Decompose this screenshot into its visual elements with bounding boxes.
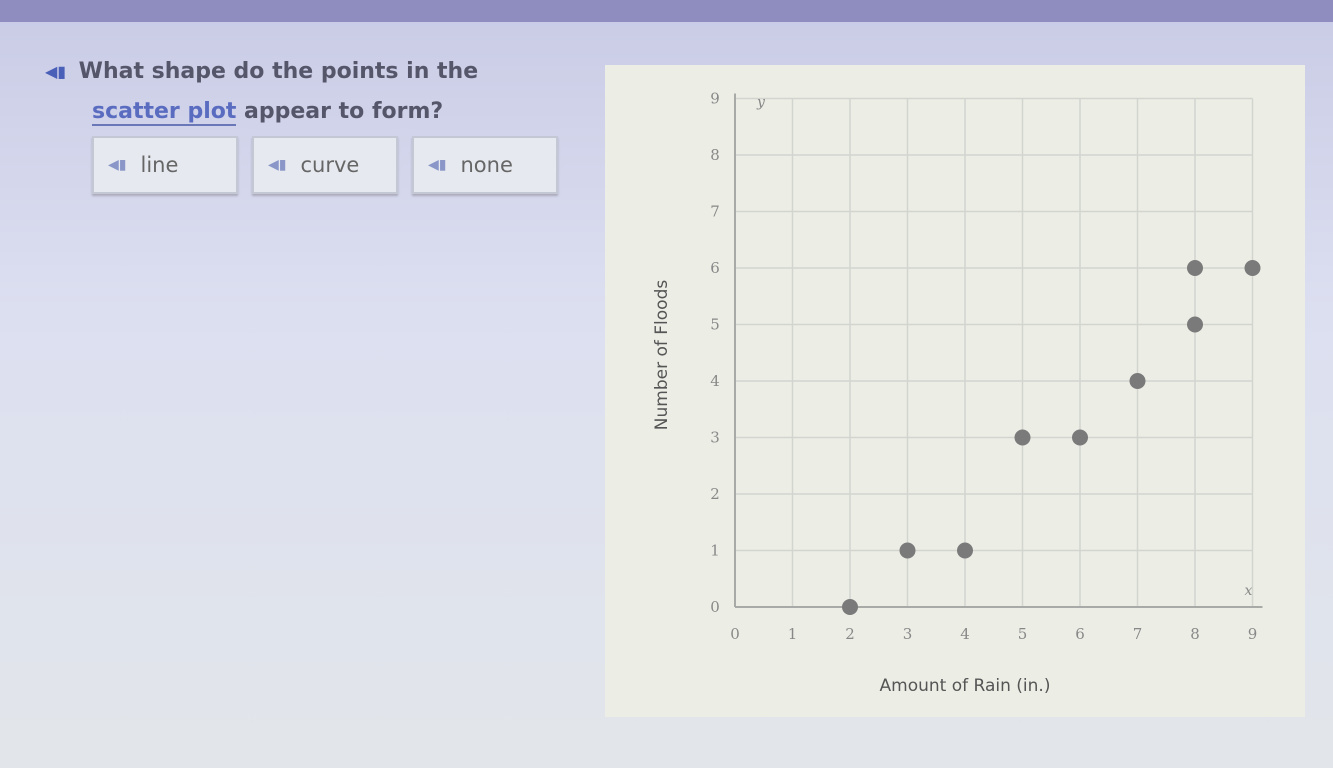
speaker-icon[interactable]: ◀▮	[108, 157, 127, 173]
x-tick-label: 6	[1075, 625, 1085, 643]
data-point	[1014, 429, 1031, 446]
scatter-plot: 0 1 2 3 4 5 6 7 8 9 0 1 2 3 4 5 6 7 8 9 x y Amount of Rain (in…	[652, 90, 1263, 696]
x-tick-label: 5	[1018, 625, 1028, 643]
option-line[interactable]: ◀▮ line	[92, 136, 238, 194]
option-none[interactable]: ◀▮ none	[412, 136, 558, 194]
top-bar	[0, 0, 1333, 22]
y-tick-label: 4	[710, 372, 720, 390]
question-suffix: appear to form?	[244, 99, 444, 124]
x-tick-label: 3	[903, 625, 913, 643]
x-axis-letter: x	[1245, 583, 1253, 599]
x-tick-label: 2	[845, 625, 855, 643]
data-point	[1129, 373, 1146, 389]
option-curve[interactable]: ◀▮ curve	[252, 136, 398, 194]
x-tick-label: 4	[960, 625, 970, 643]
y-tick-label: 0	[710, 598, 720, 616]
answer-options: ◀▮ line ◀▮ curve ◀▮ none	[92, 136, 558, 194]
data-point	[842, 599, 858, 615]
question-text: ◀▮ What shape do the points in the scatt…	[45, 52, 565, 132]
data-point	[1187, 260, 1203, 276]
y-tick-label: 9	[710, 90, 720, 108]
x-tick-label: 1	[788, 625, 798, 643]
data-point	[1072, 429, 1088, 446]
y-tick-label: 6	[710, 259, 720, 277]
y-tick-label: 2	[710, 485, 720, 503]
data-point	[1187, 316, 1203, 333]
y-tick-label: 3	[710, 429, 720, 447]
y-tick-label: 5	[710, 316, 720, 334]
y-tick-label: 1	[710, 542, 720, 560]
x-axis-label: Amount of Rain (in.)	[880, 676, 1051, 696]
x-tick-label: 8	[1190, 625, 1200, 643]
y-axis-letter: y	[756, 95, 766, 111]
data-point	[957, 542, 973, 559]
x-tick-label: 7	[1133, 625, 1143, 643]
x-tick-label: 9	[1248, 625, 1258, 643]
option-label: curve	[300, 153, 360, 177]
data-point	[1244, 260, 1261, 276]
y-tick-label: 8	[710, 146, 720, 164]
speaker-icon[interactable]: ◀▮	[45, 62, 67, 81]
y-axis-label: Number of Floods	[652, 280, 672, 431]
speaker-icon[interactable]: ◀▮	[428, 157, 447, 173]
y-tick-label: 7	[710, 203, 720, 221]
data-point	[899, 542, 916, 559]
glossary-link[interactable]: scatter plot	[92, 99, 237, 126]
option-label: line	[140, 153, 179, 177]
question-prefix: What shape do the points in the	[78, 59, 479, 84]
chart-panel: 0 1 2 3 4 5 6 7 8 9 0 1 2 3 4 5 6 7 8 9 x y Amount of Rain (in…	[605, 65, 1305, 717]
option-label: none	[460, 153, 513, 177]
x-tick-label: 0	[730, 625, 740, 643]
speaker-icon[interactable]: ◀▮	[268, 157, 287, 173]
